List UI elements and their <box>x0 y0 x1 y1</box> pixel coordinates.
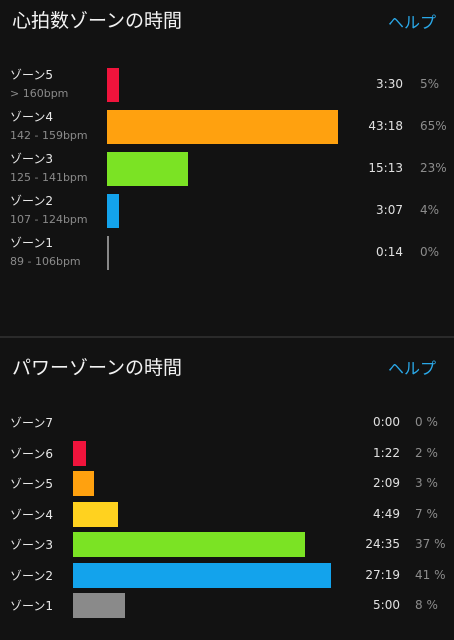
hr-zone-range: 107 - 124bpm <box>10 213 88 226</box>
hr-zone-range: 89 - 106bpm <box>10 255 81 268</box>
power-zone-name: ゾーン6 <box>10 447 54 461</box>
power-zone-time: 1:22 <box>373 446 400 460</box>
hr-zone-bar <box>107 236 109 270</box>
power-zone-time: 24:35 <box>365 537 400 551</box>
power-zone-bar <box>73 441 86 466</box>
section-divider <box>0 336 454 338</box>
power-zone-percent: 41 % <box>415 568 446 582</box>
hr-zone-time: 3:30 <box>376 77 403 91</box>
hr-zone-time: 0:14 <box>376 245 403 259</box>
hr-zone-bar <box>107 110 338 144</box>
power-zone-percent: 3 % <box>415 476 438 490</box>
hr-zone-range: 125 - 141bpm <box>10 171 88 184</box>
hr-zone-percent: 4% <box>420 203 440 217</box>
power-zone-bar <box>73 593 125 618</box>
power-help-link[interactable]: ヘルプ <box>387 359 436 378</box>
power-zone-name: ゾーン4 <box>10 508 54 522</box>
power-zone-time: 0:00 <box>373 415 400 429</box>
power-zone-percent: 37 % <box>415 537 446 551</box>
hr-zone-range: > 160bpm <box>10 87 69 100</box>
power-zone-percent: 2 % <box>415 446 438 460</box>
power-zone-percent: 0 % <box>415 415 438 429</box>
power-zone-name: ゾーン7 <box>10 416 54 430</box>
hr-zone-percent: 0% <box>420 245 440 259</box>
hr-zone-time: 3:07 <box>376 203 403 217</box>
hr-zone-range: 142 - 159bpm <box>10 129 88 142</box>
power-zone-time: 2:09 <box>373 476 400 490</box>
heart-rate-help-link[interactable]: ヘルプ <box>387 13 436 32</box>
power-zone-bar <box>73 502 118 527</box>
power-zone-name: ゾーン5 <box>10 477 54 491</box>
hr-zone-name: ゾーン2 <box>10 194 54 208</box>
hr-zone-bar <box>107 152 188 186</box>
power-section-title: パワーゾーンの時間 <box>12 357 183 379</box>
hr-zone-name: ゾーン4 <box>10 110 54 124</box>
hr-zone-name: ゾーン1 <box>10 236 54 250</box>
power-zone-time: 27:19 <box>365 568 400 582</box>
hr-zone-percent: 5% <box>420 77 440 91</box>
hr-zone-bar <box>107 68 119 102</box>
heart-rate-zones-panel: 心拍数ゾーンの時間 ヘルプ ゾーン5 > 160bpm 3:30 5% ゾーン4 142 … <box>10 10 447 270</box>
power-zone-time: 5:00 <box>373 598 400 612</box>
hr-zone-bar <box>107 194 119 228</box>
power-zone-bar <box>73 532 305 557</box>
hr-zone-percent: 65% <box>420 119 447 133</box>
power-zone-bar <box>73 563 331 588</box>
hr-zone-name: ゾーン5 <box>10 68 54 82</box>
hr-zone-name: ゾーン3 <box>10 152 54 166</box>
hr-zone-time: 15:13 <box>368 161 403 175</box>
hr-zone-percent: 23% <box>420 161 447 175</box>
power-zone-name: ゾーン1 <box>10 599 54 613</box>
power-zone-percent: 8 % <box>415 598 438 612</box>
power-zone-bar <box>73 471 94 496</box>
power-zones-panel: パワーゾーンの時間 ヘルプ ゾーン7 0:00 0 % ゾーン6 1:22 2 % ゾーン5… <box>0 338 454 640</box>
hr-zone-time: 43:18 <box>368 119 403 133</box>
power-zone-percent: 7 % <box>415 507 438 521</box>
heart-rate-section-title: 心拍数ゾーンの時間 <box>12 10 183 32</box>
power-zone-time: 4:49 <box>373 507 400 521</box>
power-zone-name: ゾーン3 <box>10 538 54 552</box>
power-zone-name: ゾーン2 <box>10 569 54 583</box>
